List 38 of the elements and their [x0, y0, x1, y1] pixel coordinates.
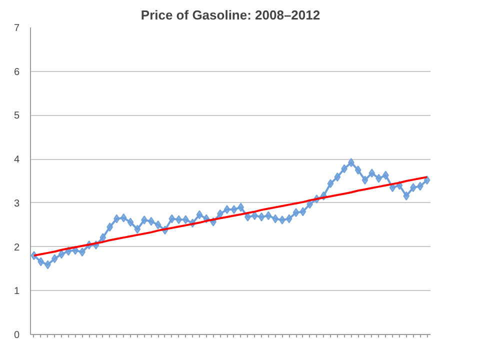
point — [224, 205, 230, 214]
point — [286, 214, 292, 224]
point — [258, 212, 265, 222]
point — [327, 179, 334, 188]
point — [230, 205, 238, 214]
point — [368, 168, 376, 178]
point — [196, 210, 203, 220]
point — [216, 209, 224, 218]
point — [300, 207, 306, 216]
point — [292, 208, 300, 218]
point — [334, 172, 341, 182]
point — [416, 182, 424, 191]
point — [354, 166, 362, 175]
point — [58, 250, 65, 259]
y-tick-label: 4 — [14, 154, 20, 166]
chart-title: Price of Gasoline: 2008–2012 — [140, 8, 320, 22]
point — [134, 224, 141, 234]
y-tick-label: 5 — [14, 110, 20, 122]
point — [251, 211, 258, 220]
point — [265, 211, 272, 220]
point — [154, 220, 162, 230]
y-tick-label: 2 — [14, 242, 20, 254]
point — [100, 233, 106, 242]
y-tick-label: 1 — [14, 286, 20, 298]
y-tick-label: 7 — [14, 23, 20, 34]
point — [238, 202, 244, 212]
point — [403, 191, 410, 200]
point — [424, 176, 430, 185]
point — [120, 213, 127, 222]
point — [51, 254, 58, 264]
point — [38, 257, 44, 266]
point — [168, 214, 176, 224]
point — [389, 183, 396, 192]
point — [362, 176, 368, 185]
y-tick-label: 6 — [14, 66, 20, 78]
y-tick-label: 3 — [14, 198, 20, 210]
point — [127, 218, 134, 227]
y-tick-label: 0 — [14, 330, 20, 339]
